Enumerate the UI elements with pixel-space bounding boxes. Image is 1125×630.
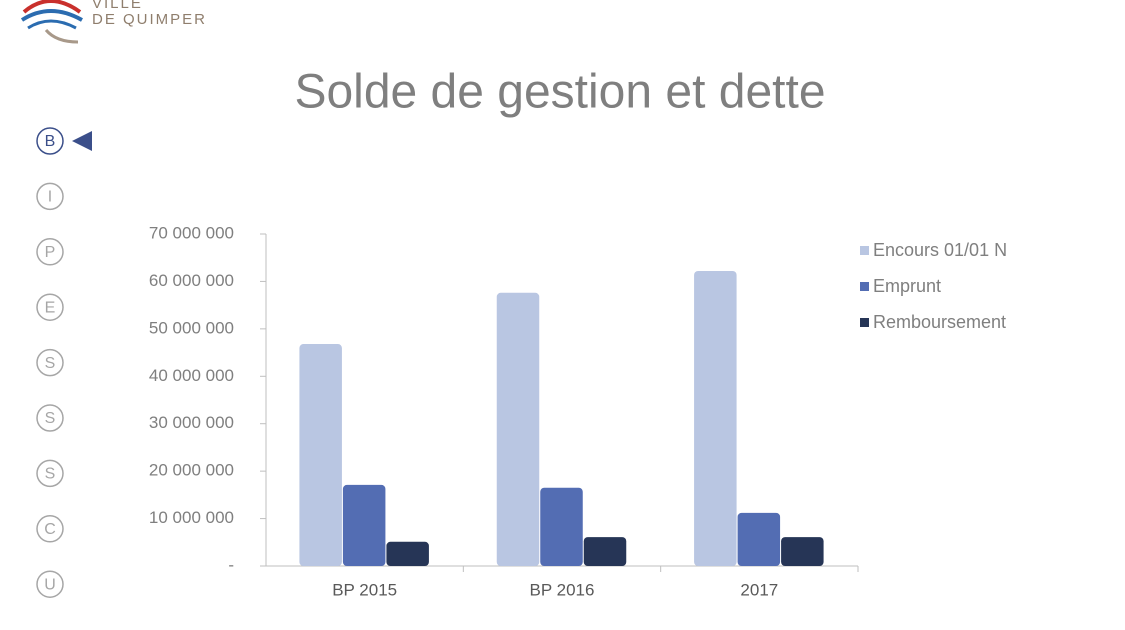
x-tick-label: BP 2016 bbox=[530, 580, 595, 599]
bar bbox=[342, 484, 386, 566]
legend-swatch bbox=[860, 282, 869, 291]
bar bbox=[496, 292, 540, 566]
legend-swatch bbox=[860, 246, 869, 255]
y-tick-label: 30 000 000 bbox=[149, 413, 234, 432]
legend-swatch bbox=[860, 318, 869, 327]
nav-circle[interactable] bbox=[36, 238, 64, 266]
y-tick-label: 20 000 000 bbox=[149, 461, 234, 480]
bar bbox=[299, 344, 342, 566]
x-tick-label: 2017 bbox=[740, 580, 778, 599]
logo-text: VILLE bbox=[92, 0, 143, 12]
nav-circle[interactable] bbox=[36, 127, 64, 155]
bar bbox=[583, 537, 627, 566]
nav-letter[interactable]: I bbox=[48, 189, 52, 206]
legend-label: Encours 01/01 N bbox=[873, 240, 1007, 260]
bar bbox=[386, 541, 429, 566]
nav-circle[interactable] bbox=[36, 348, 64, 377]
y-tick-label: 70 000 000 bbox=[149, 223, 234, 242]
chart-title: Solde de gestion et dette bbox=[294, 66, 825, 119]
nav-letter[interactable]: B bbox=[45, 133, 56, 150]
nav-letter[interactable]: U bbox=[44, 576, 56, 593]
logo-text: DE QUIMPER bbox=[92, 11, 207, 28]
nav-circle[interactable] bbox=[36, 404, 64, 432]
legend-label: Emprunt bbox=[873, 276, 941, 296]
nav-letter[interactable]: S bbox=[45, 355, 56, 372]
y-tick-label: 10 000 000 bbox=[149, 508, 234, 527]
bar bbox=[781, 537, 824, 566]
nav-letter[interactable]: P bbox=[45, 244, 56, 261]
nav-letter[interactable]: S bbox=[45, 410, 56, 427]
bar bbox=[694, 270, 737, 566]
y-tick-label: - bbox=[228, 555, 234, 574]
x-tick-label: BP 2015 bbox=[332, 580, 397, 599]
nav-circle[interactable] bbox=[36, 182, 64, 211]
legend-label: Remboursement bbox=[873, 312, 1006, 332]
y-tick-label: 60 000 000 bbox=[149, 271, 234, 290]
logo-icon bbox=[20, 0, 83, 44]
nav-letter[interactable]: C bbox=[44, 521, 56, 538]
active-arrow bbox=[72, 131, 92, 151]
y-tick-label: 50 000 000 bbox=[149, 318, 234, 337]
bar bbox=[540, 487, 583, 566]
nav-letter[interactable]: E bbox=[45, 299, 56, 316]
nav-circle[interactable] bbox=[36, 570, 64, 598]
nav-circle[interactable] bbox=[36, 459, 64, 488]
nav-circle[interactable] bbox=[36, 515, 64, 543]
nav-circle[interactable] bbox=[36, 293, 64, 321]
nav-letter[interactable]: S bbox=[45, 466, 56, 483]
bar bbox=[737, 512, 781, 566]
y-tick-label: 40 000 000 bbox=[149, 366, 234, 385]
